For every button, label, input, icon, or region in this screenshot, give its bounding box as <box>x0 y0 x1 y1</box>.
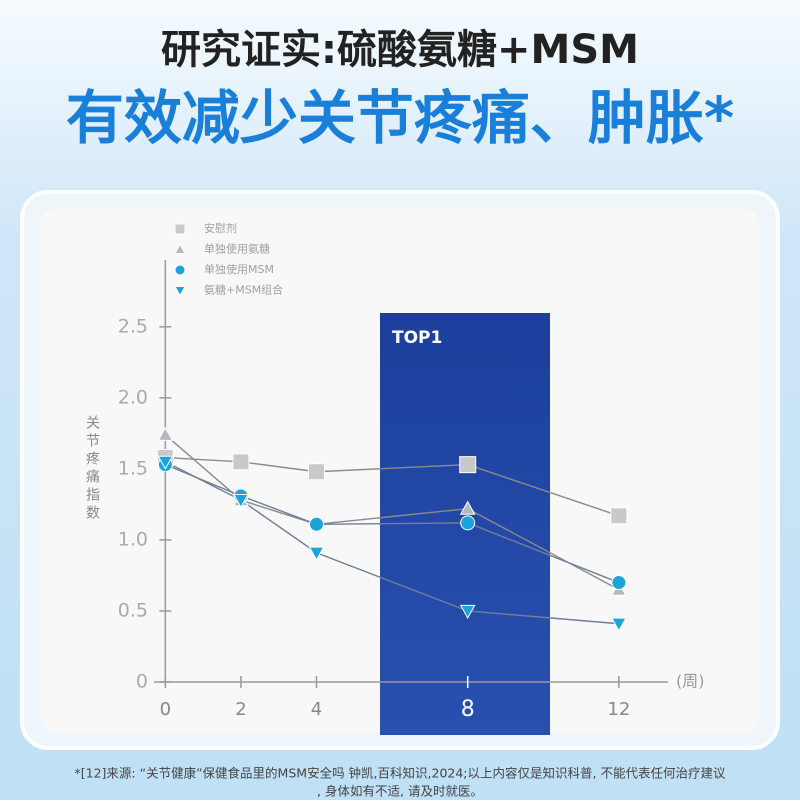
marker <box>459 604 476 619</box>
marker <box>460 515 476 531</box>
y-tick-label: 2.5 <box>118 315 148 337</box>
title: 研究证实:硫酸氨糖+MSM <box>161 27 639 73</box>
marker <box>308 463 326 481</box>
marker <box>459 456 477 474</box>
legend-label: 单独使用氨糖 <box>204 242 270 256</box>
legend-label: 安慰剂 <box>204 221 237 235</box>
y-tick-label: 1.5 <box>118 457 148 479</box>
y-tick-label: 2.0 <box>118 386 148 408</box>
subtitle: 有效减少关节疼痛、肿胀* <box>66 84 734 152</box>
marker <box>157 426 174 441</box>
marker <box>611 617 627 632</box>
x-tick-label: 8 <box>461 697 475 722</box>
y-tick-label: 1.0 <box>118 528 148 550</box>
marker <box>157 455 174 470</box>
x-tick-label: 12 <box>607 699 630 720</box>
legend-label: 氨糖+MSM组合 <box>204 283 283 297</box>
x-tick-label: 4 <box>311 699 322 720</box>
marker <box>232 453 250 471</box>
marker <box>174 264 186 276</box>
marker <box>233 494 249 509</box>
marker <box>610 507 628 525</box>
y-tick-label: 0.5 <box>118 599 148 621</box>
highlight-label: TOP1 <box>392 328 442 348</box>
marker <box>308 546 325 561</box>
x-axis-label: (周) <box>676 672 705 691</box>
y-tick-label: 0 <box>136 671 148 693</box>
footnote: *[12]来源: “关节健康”保健食品里的MSM安全吗 钟凯,百科知识,2024… <box>75 766 726 781</box>
footnote: , 身体如有不适, 请及时就医。 <box>317 784 483 799</box>
marker <box>174 223 186 235</box>
marker <box>459 500 476 515</box>
marker <box>309 516 325 532</box>
x-tick-label: 0 <box>160 699 171 720</box>
y-axis-label: 关节疼痛指数 <box>84 415 100 523</box>
marker <box>611 575 627 591</box>
legend-label: 单独使用MSM <box>204 263 274 276</box>
marker <box>174 243 186 254</box>
marker <box>174 286 186 297</box>
x-tick-label: 2 <box>235 699 246 720</box>
